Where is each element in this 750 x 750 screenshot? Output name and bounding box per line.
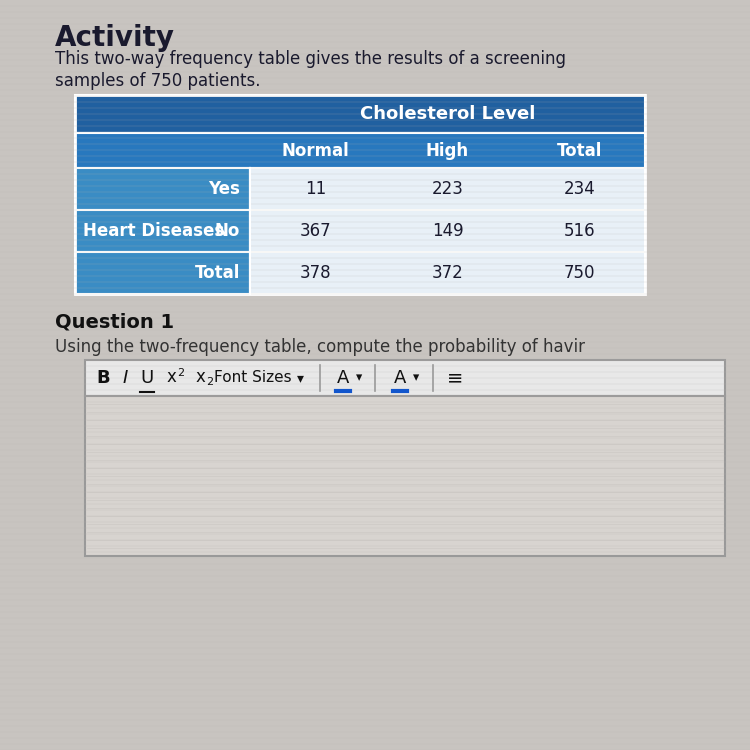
Bar [75,133,645,168]
Text: A: A [337,369,350,387]
Text: x: x [195,368,205,386]
Text: 378: 378 [300,264,332,282]
Bar [85,396,725,556]
Text: 149: 149 [432,222,464,240]
Text: High: High [426,142,469,160]
Text: A: A [394,369,406,387]
Text: Total: Total [556,142,602,160]
Text: 750: 750 [563,264,595,282]
Text: Heart Diseases: Heart Diseases [83,222,224,240]
Text: This two-way frequency table gives the results of a screening: This two-way frequency table gives the r… [55,50,566,68]
Text: U: U [140,369,154,387]
Text: ▾: ▾ [356,371,362,385]
Bar [75,95,645,133]
Text: ▾: ▾ [413,371,419,385]
Bar [75,252,250,294]
Text: 11: 11 [305,180,326,198]
Text: Normal: Normal [282,142,350,160]
Text: 234: 234 [563,180,595,198]
Text: x: x [166,368,176,386]
Text: samples of 750 patients.: samples of 750 patients. [55,72,260,90]
Text: Yes: Yes [208,180,240,198]
Text: 367: 367 [300,222,332,240]
Text: Using the two-frequency table, compute the probability of havir: Using the two-frequency table, compute t… [55,338,585,356]
Text: 516: 516 [563,222,595,240]
Text: 2: 2 [206,377,214,387]
Bar [250,210,645,252]
Bar [75,168,250,210]
Text: 2: 2 [178,368,184,378]
Text: ▾: ▾ [296,371,304,385]
Bar [75,210,250,252]
Text: Cholesterol Level: Cholesterol Level [360,105,536,123]
Text: Activity: Activity [55,24,175,52]
Bar [250,252,645,294]
Text: 372: 372 [432,264,464,282]
Bar [250,168,645,210]
Text: No: No [214,222,240,240]
Text: B: B [96,369,109,387]
Text: Font Sizes: Font Sizes [214,370,292,386]
Text: I: I [122,369,128,387]
Bar [85,360,725,396]
Text: Total: Total [195,264,240,282]
Bar [75,95,645,294]
Text: Question 1: Question 1 [55,312,174,331]
Text: 223: 223 [431,180,464,198]
Text: ≡: ≡ [447,368,464,388]
